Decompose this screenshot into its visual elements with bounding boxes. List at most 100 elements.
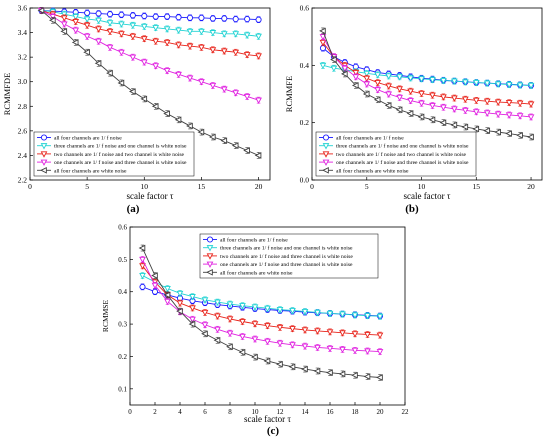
x-tick-label: 10 xyxy=(418,182,426,191)
x-tick-label: 12 xyxy=(277,408,285,416)
data-point xyxy=(198,14,205,21)
data-point xyxy=(232,90,240,97)
data-point xyxy=(264,305,271,313)
x-tick-label: 4 xyxy=(178,408,182,416)
data-point xyxy=(243,52,251,59)
data-point xyxy=(239,318,246,326)
legend-label: one channels are 1/ f noise and three ch… xyxy=(336,159,469,166)
data-point xyxy=(209,15,216,22)
data-point xyxy=(363,70,371,78)
panel-a: (a) 0 5 10 15 20 2.2 2.4 2.6 2.8 3.0 3.2 3.4 3.6 scal… xyxy=(2,4,271,215)
data-point xyxy=(362,90,370,98)
data-point xyxy=(197,128,205,136)
data-point xyxy=(351,371,358,379)
data-point xyxy=(231,142,239,149)
data-point xyxy=(527,82,535,90)
data-point xyxy=(440,104,447,112)
data-point xyxy=(483,110,491,117)
data-point xyxy=(152,25,160,32)
y-tick-label: 0.2 xyxy=(118,353,127,361)
data-point xyxy=(326,310,334,318)
data-point xyxy=(440,77,447,85)
legend-marker xyxy=(322,143,330,150)
y-tick-label: 0.6 xyxy=(118,224,127,232)
data-point xyxy=(461,107,469,115)
data-point xyxy=(152,63,160,70)
y-tick-label: 0.0 xyxy=(300,176,310,185)
data-point xyxy=(313,367,321,375)
data-point xyxy=(83,16,91,23)
data-point xyxy=(406,110,414,117)
data-point xyxy=(151,282,159,290)
data-point xyxy=(483,127,491,135)
data-point xyxy=(339,311,346,318)
data-point xyxy=(330,56,337,63)
data-point xyxy=(174,116,182,124)
legend-label: all four channels are 1/ f noise xyxy=(54,135,122,142)
data-point xyxy=(254,152,262,159)
data-point xyxy=(376,349,384,356)
legend-item: three channels are 1/ f noise and one ch… xyxy=(319,143,469,150)
legend-item: one channels are 1/ f noise and three ch… xyxy=(319,159,469,166)
data-point xyxy=(407,88,414,95)
data-point xyxy=(208,133,216,141)
x-tick-label: 15 xyxy=(473,182,481,191)
data-point xyxy=(117,79,125,87)
data-point xyxy=(527,101,535,108)
data-point xyxy=(37,7,45,14)
data-point xyxy=(95,26,102,33)
data-point xyxy=(255,97,262,104)
legend-label: two channels are 1/ f noise and three ch… xyxy=(220,253,353,260)
data-point xyxy=(341,65,349,73)
panel-c: (c) 0 2 4 6 8 10 12 14 16 18 20 22 0.1 0.2 0.3 0.4 0.5 0.… xyxy=(101,224,409,438)
data-point xyxy=(106,44,114,52)
legend-marker xyxy=(206,245,214,252)
data-point xyxy=(163,110,170,117)
data-point xyxy=(176,307,183,315)
legend-marker xyxy=(322,134,330,141)
x-tick-label: 20 xyxy=(527,182,535,191)
data-point xyxy=(450,121,458,129)
data-point xyxy=(186,14,194,21)
data-point xyxy=(339,346,346,354)
data-point xyxy=(461,96,469,103)
data-point xyxy=(351,82,359,89)
x-tick-label: 6 xyxy=(203,408,207,416)
data-point xyxy=(164,285,171,293)
data-point xyxy=(396,86,403,93)
x-tick-label: 14 xyxy=(302,408,310,416)
data-point xyxy=(232,49,240,57)
data-point xyxy=(494,81,502,88)
data-point xyxy=(494,128,501,136)
data-point xyxy=(129,54,137,61)
data-point xyxy=(396,74,403,81)
data-point xyxy=(164,13,171,20)
data-point xyxy=(209,82,217,90)
legend-label: all four channels are white noise xyxy=(336,167,409,174)
data-point xyxy=(220,31,228,38)
data-point xyxy=(220,137,228,145)
data-point xyxy=(163,68,171,75)
data-point xyxy=(213,336,221,344)
data-point xyxy=(364,331,371,339)
data-point xyxy=(220,48,228,55)
data-point xyxy=(251,353,258,361)
data-point xyxy=(516,82,524,89)
x-tick-label: 22 xyxy=(402,408,410,416)
panel-b-label: (b) xyxy=(405,203,419,215)
legend-box xyxy=(315,131,477,177)
data-point xyxy=(314,328,321,335)
data-point xyxy=(429,102,436,110)
data-point xyxy=(106,69,113,77)
data-point xyxy=(516,113,524,120)
data-point xyxy=(461,79,469,86)
y-tick-label: 2.6 xyxy=(18,126,28,135)
data-point xyxy=(198,28,205,36)
data-point xyxy=(226,301,234,308)
data-point xyxy=(264,338,271,346)
data-point xyxy=(232,16,239,23)
data-point xyxy=(351,331,359,338)
x-axis-label: scale factor τ xyxy=(403,191,450,201)
data-point xyxy=(94,59,102,67)
